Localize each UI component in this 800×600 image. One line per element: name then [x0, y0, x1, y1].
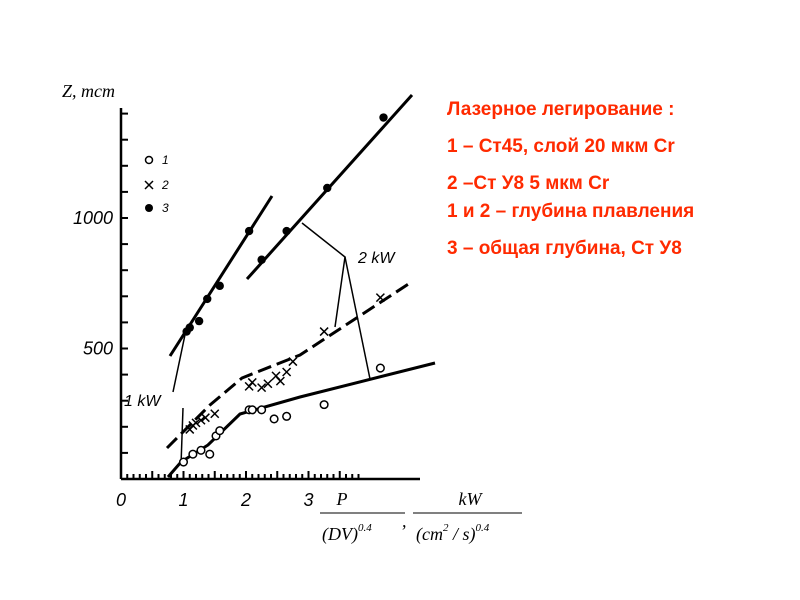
- note-melt-depth: 1 и 2 – глубина плавления: [447, 201, 695, 222]
- note-series-3: 3 – общая глубина, Ст У8: [447, 238, 682, 259]
- data-points: [178, 113, 388, 467]
- x-tick-label: 0: [116, 490, 126, 510]
- x-tick-label: 1: [178, 490, 188, 510]
- note-series-1: 1 – Ст45, слой 20 мкм Cr: [447, 136, 675, 157]
- x-label-numerator: P: [336, 489, 348, 509]
- notes-panel: Лазерное легирование : 1 – Ст45, слой 20…: [447, 98, 777, 274]
- point-series-3: [194, 316, 204, 326]
- point-series-1: [205, 449, 215, 459]
- legend-label-3: 3: [162, 201, 169, 215]
- point-series-3: [203, 294, 212, 304]
- x-tick-label: 3: [303, 490, 313, 510]
- point-series-1: [282, 411, 292, 421]
- leader-1kw-lower: [180, 407, 184, 466]
- annotation-1kw: 1 kW: [124, 393, 162, 410]
- note-title: Лазерное легирование :: [447, 99, 675, 120]
- point-series-1: [188, 449, 198, 459]
- x-label-separator: ,: [402, 511, 407, 531]
- x-axis-ticks: [126, 471, 360, 479]
- point-series-2: [319, 327, 329, 337]
- annotation-2kw: 2 kW: [357, 250, 396, 267]
- note-series-2: 2 –Ст У8 5 мкм Cr: [447, 173, 610, 194]
- point-series-2: [200, 413, 210, 423]
- point-series-2: [196, 415, 206, 425]
- point-series-2: [210, 409, 220, 419]
- point-series-2: [263, 379, 273, 389]
- point-series-3: [244, 226, 254, 236]
- leader-2kw-a: [301, 222, 346, 328]
- point-series-2: [375, 293, 385, 303]
- leader-1kw-upper: [172, 329, 187, 393]
- point-series-1: [269, 414, 279, 424]
- x-tick-label: 2: [240, 490, 251, 510]
- point-series-2: [191, 418, 201, 428]
- point-series-1: [319, 400, 329, 410]
- point-series-3: [379, 113, 388, 122]
- point-series-1: [247, 405, 257, 415]
- point-series-3: [282, 226, 291, 236]
- point-series-1: [196, 445, 206, 455]
- legend-label-2: 2: [161, 178, 169, 192]
- x-tick-labels: 0 1 2 3: [116, 490, 314, 510]
- point-series-1: [257, 405, 267, 415]
- legend-marker-open-circle: [144, 155, 154, 165]
- y-tick-labels: 500 1000: [73, 208, 113, 359]
- x-unit-denominator: (cm2 / s)0.4: [416, 522, 490, 545]
- x-axis-label: P (DV)0.4 , kW (cm2 / s)0.4: [320, 489, 522, 545]
- y-axis-label: Z, mcm: [62, 81, 115, 101]
- legend-marker-filled-circle: [145, 204, 153, 212]
- x-unit-numerator: kW: [459, 489, 484, 509]
- point-series-2: [247, 377, 257, 387]
- annotation-leaders: [172, 222, 371, 466]
- point-series-3: [215, 281, 224, 291]
- y-axis-ticks: [121, 112, 128, 454]
- point-series-3: [323, 183, 332, 193]
- point-series-3: [185, 323, 194, 332]
- point-series-3: [257, 255, 266, 264]
- legend: 1 2 3: [144, 153, 169, 215]
- legend-label-1: 1: [162, 153, 169, 167]
- leader-2kw-b: [344, 256, 371, 380]
- y-tick-label: 500: [83, 339, 113, 359]
- point-series-2: [275, 376, 285, 386]
- point-series-2: [282, 367, 292, 377]
- point-series-2: [288, 357, 298, 367]
- fit-line-series-2: [165, 281, 411, 450]
- point-series-1: [375, 363, 385, 373]
- x-label-denominator: (DV)0.4: [322, 522, 372, 545]
- point-series-1: [178, 457, 189, 467]
- legend-marker-cross: [144, 180, 154, 190]
- point-series-2: [257, 383, 267, 393]
- point-series-1: [215, 426, 225, 436]
- y-tick-label: 1000: [73, 208, 113, 228]
